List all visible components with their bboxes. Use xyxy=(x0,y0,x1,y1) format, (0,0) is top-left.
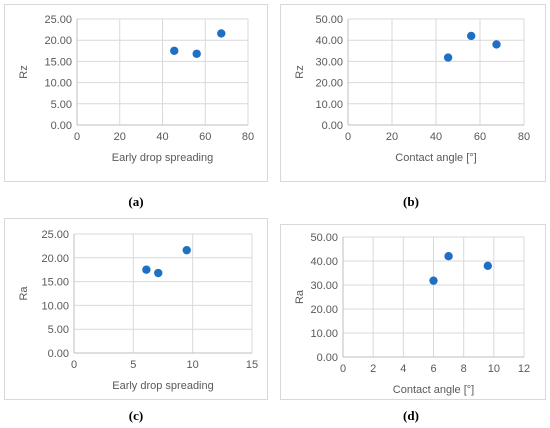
data-point xyxy=(217,29,226,38)
x-tick-label: 10 xyxy=(187,359,199,371)
x-tick-label: 60 xyxy=(474,131,486,143)
y-tick-label: 30.00 xyxy=(315,56,343,68)
chart-panel-c: 0 5 10 15 0.00 5.00 10.00 15.00 20.00 25.00 Early … xyxy=(4,218,268,400)
y-tick-label: 40.00 xyxy=(315,35,343,47)
y-tick-label: 15.00 xyxy=(41,277,69,289)
y-tick-label: 30.00 xyxy=(310,280,338,292)
y-axis-title: Rz xyxy=(294,65,306,78)
x-axis-title: Early drop spreading xyxy=(112,380,214,392)
y-tick-label: 0.00 xyxy=(317,352,338,364)
x-tick-label: 0 xyxy=(340,363,346,375)
caption-c: (c) xyxy=(128,408,144,423)
x-tick-label: 60 xyxy=(199,131,211,143)
data-point xyxy=(483,261,492,270)
x-tick-label: 2 xyxy=(370,363,376,375)
x-tick-label: 80 xyxy=(242,131,254,143)
x-tick-label: 0 xyxy=(74,131,80,143)
x-axis-title: Contact angle [°] xyxy=(395,152,476,164)
caption-d: (d) xyxy=(403,408,419,423)
y-tick-label: 5.00 xyxy=(51,99,72,111)
x-axis-title: Contact angle [°] xyxy=(393,384,474,396)
caption-a: (a) xyxy=(128,194,144,209)
data-point xyxy=(492,40,501,49)
chart-panel-b: 0 20 40 60 80 0.00 10.00 20.00 30.00 40.00 50.00 Co… xyxy=(280,4,546,182)
x-tick-label: 8 xyxy=(461,363,467,375)
data-point xyxy=(467,31,476,41)
y-tick-label: 20.00 xyxy=(44,35,72,47)
y-tick-label: 25.00 xyxy=(44,14,72,26)
data-point xyxy=(182,245,191,255)
y-tick-label: 20.00 xyxy=(41,253,69,265)
data-point xyxy=(142,265,151,274)
x-axis-title: Early drop spreading xyxy=(112,152,214,164)
x-tick-label: 0 xyxy=(71,359,77,371)
y-tick-label: 0.00 xyxy=(51,120,72,132)
chart-a: 0 20 40 60 80 0.00 5.00 10.00 15.00 20.00 25.00 Ear… xyxy=(18,14,254,164)
data-point xyxy=(444,252,453,261)
x-tick-label: 4 xyxy=(400,363,406,375)
x-tick-label: 10 xyxy=(488,363,500,375)
x-tick-label: 0 xyxy=(345,131,351,143)
y-tick-label: 25.00 xyxy=(41,229,69,241)
y-axis-title: Rz xyxy=(18,65,30,78)
y-tick-label: 10.00 xyxy=(310,328,338,340)
y-tick-label: 20.00 xyxy=(310,304,338,316)
x-tick-label: 20 xyxy=(114,131,126,143)
y-tick-label: 0.00 xyxy=(322,120,343,132)
data-point xyxy=(429,276,438,285)
y-tick-label: 50.00 xyxy=(315,14,343,26)
data-point xyxy=(154,268,163,278)
y-tick-label: 10.00 xyxy=(44,78,72,90)
y-tick-label: 5.00 xyxy=(48,324,69,336)
data-point xyxy=(192,49,201,58)
data-point xyxy=(443,53,453,62)
x-tick-label: 40 xyxy=(430,131,442,143)
x-tick-label: 80 xyxy=(518,131,530,143)
x-tick-label: 6 xyxy=(430,363,436,375)
chart-panel-d: 0 2 4 6 8 10 12 0.00 10.00 20.00 30.00 40.00 50.00 Co… xyxy=(280,224,546,400)
chart-c: 0 5 10 15 0.00 5.00 10.00 15.00 20.00 25.00 Early … xyxy=(18,229,258,392)
x-tick-label: 20 xyxy=(386,131,398,143)
x-tick-label: 12 xyxy=(518,363,530,375)
data-point xyxy=(170,46,179,55)
y-axis-title: Ra xyxy=(18,286,30,301)
x-tick-label: 5 xyxy=(130,359,136,371)
x-tick-label: 15 xyxy=(246,359,258,371)
chart-panel-a: 0 20 40 60 80 0.00 5.00 10.00 15.00 20.00 25.00 Ear… xyxy=(4,4,268,182)
chart-b: 0 20 40 60 80 0.00 10.00 20.00 30.00 40.00 50.00 Co… xyxy=(294,14,530,164)
y-axis-title: Ra xyxy=(294,289,306,304)
y-tick-label: 0.00 xyxy=(48,348,69,360)
y-tick-label: 10.00 xyxy=(315,99,343,111)
y-tick-label: 10.00 xyxy=(41,300,69,312)
x-tick-label: 40 xyxy=(156,131,168,143)
caption-b: (b) xyxy=(403,194,419,209)
y-tick-label: 15.00 xyxy=(44,56,72,68)
y-tick-label: 50.00 xyxy=(310,232,338,244)
chart-d: 0 2 4 6 8 10 12 0.00 10.00 20.00 30.00 40.00 50.00 Co… xyxy=(294,232,530,396)
y-tick-label: 40.00 xyxy=(310,256,338,268)
y-tick-label: 20.00 xyxy=(315,78,343,90)
